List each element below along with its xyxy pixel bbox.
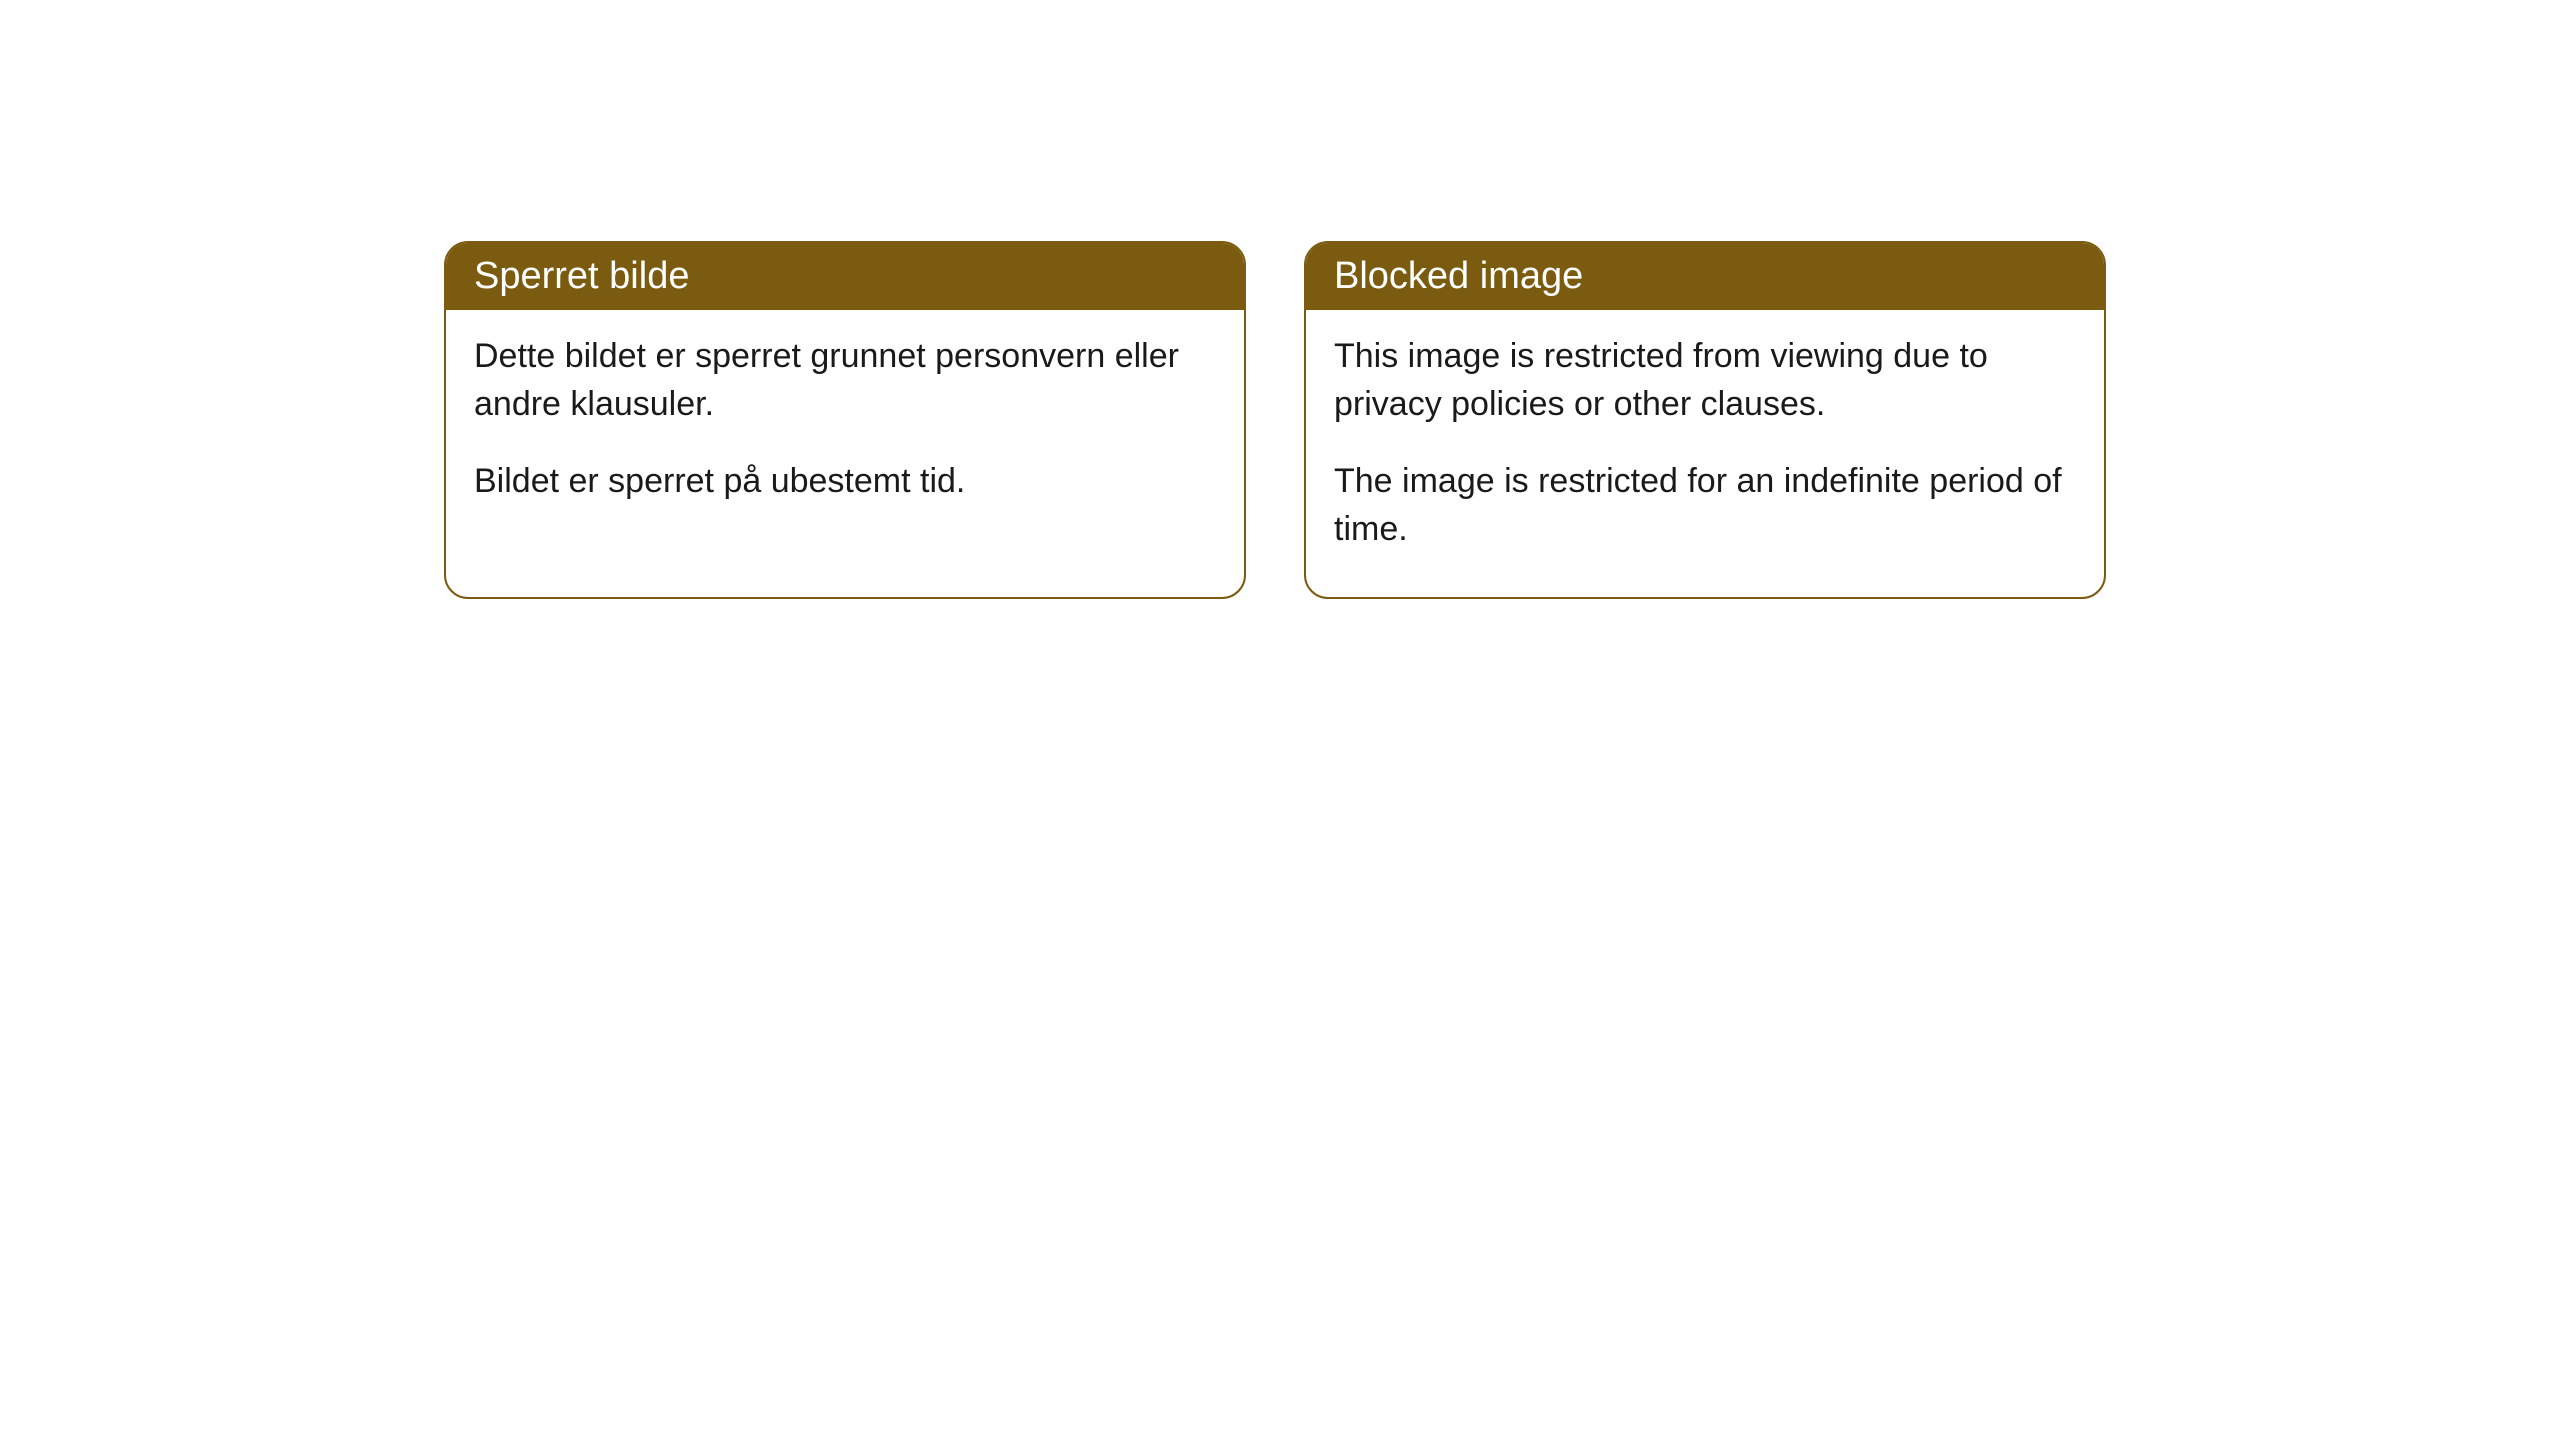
card-paragraph-en-1: This image is restricted from viewing du… [1334, 332, 2076, 429]
notice-cards-container: Sperret bilde Dette bildet er sperret gr… [444, 241, 2106, 599]
card-paragraph-en-2: The image is restricted for an indefinit… [1334, 457, 2076, 554]
card-paragraph-no-2: Bildet er sperret på ubestemt tid. [474, 457, 1216, 505]
card-paragraph-no-1: Dette bildet er sperret grunnet personve… [474, 332, 1216, 429]
card-header-en: Blocked image [1306, 243, 2104, 310]
card-body-en: This image is restricted from viewing du… [1306, 310, 2104, 597]
notice-card-en: Blocked image This image is restricted f… [1304, 241, 2106, 599]
card-header-no: Sperret bilde [446, 243, 1244, 310]
card-body-no: Dette bildet er sperret grunnet personve… [446, 310, 1244, 549]
card-title-en: Blocked image [1334, 255, 1583, 297]
notice-card-no: Sperret bilde Dette bildet er sperret gr… [444, 241, 1246, 599]
card-title-no: Sperret bilde [474, 255, 689, 297]
